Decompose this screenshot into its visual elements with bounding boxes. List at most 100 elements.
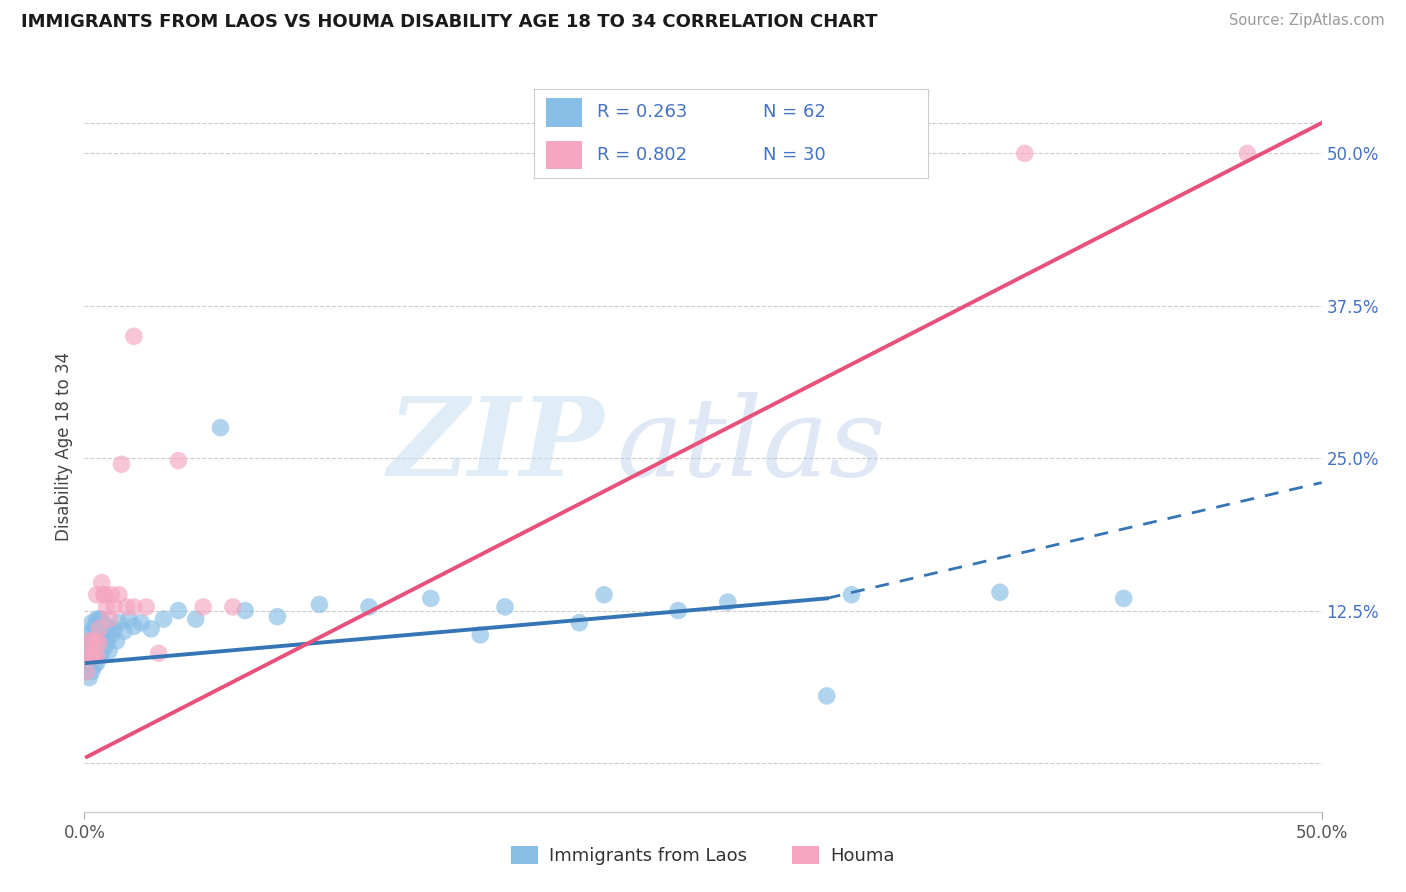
Point <box>167 453 190 467</box>
Point <box>89 648 111 663</box>
FancyBboxPatch shape <box>546 141 582 169</box>
Point <box>83 644 105 658</box>
Point <box>118 612 141 626</box>
Text: R = 0.263: R = 0.263 <box>598 103 688 121</box>
Point <box>222 599 245 614</box>
Point <box>93 588 115 602</box>
Text: Source: ZipAtlas.com: Source: ZipAtlas.com <box>1229 13 1385 29</box>
Point <box>103 622 125 636</box>
FancyBboxPatch shape <box>546 98 582 127</box>
Point <box>266 609 288 624</box>
Point <box>90 646 112 660</box>
Point <box>96 636 118 650</box>
Point <box>105 634 128 648</box>
Point <box>86 646 108 660</box>
Text: IMMIGRANTS FROM LAOS VS HOUMA DISABILITY AGE 18 TO 34 CORRELATION CHART: IMMIGRANTS FROM LAOS VS HOUMA DISABILITY… <box>21 13 877 31</box>
Point <box>122 329 145 343</box>
Point <box>115 599 138 614</box>
Point <box>1236 146 1258 161</box>
Point <box>89 612 111 626</box>
Point <box>108 588 131 602</box>
Point <box>419 591 441 606</box>
Point <box>108 615 131 630</box>
Point <box>122 619 145 633</box>
Text: atlas: atlas <box>616 392 886 500</box>
Point <box>666 604 689 618</box>
Point <box>76 652 98 666</box>
Point <box>76 665 98 679</box>
Point <box>152 612 174 626</box>
Point <box>83 619 105 633</box>
Point <box>593 588 616 602</box>
Legend: Immigrants from Laos, Houma: Immigrants from Laos, Houma <box>503 838 903 872</box>
Point <box>96 619 118 633</box>
Point <box>76 665 98 679</box>
Point <box>308 598 330 612</box>
Point <box>89 622 111 636</box>
Point <box>86 622 108 636</box>
Y-axis label: Disability Age 18 to 34: Disability Age 18 to 34 <box>55 351 73 541</box>
Point <box>83 658 105 673</box>
Point <box>80 634 103 648</box>
Point <box>103 599 125 614</box>
Point <box>98 622 121 636</box>
Point <box>80 615 103 630</box>
Point <box>167 604 190 618</box>
Point <box>717 595 740 609</box>
Point <box>100 588 122 602</box>
Point <box>988 585 1011 599</box>
Point <box>93 624 115 639</box>
Point <box>89 636 111 650</box>
Point <box>141 622 163 636</box>
Point <box>79 628 101 642</box>
Point <box>86 634 108 648</box>
Point <box>815 689 838 703</box>
Point <box>86 588 108 602</box>
Point <box>568 615 591 630</box>
Point <box>122 599 145 614</box>
Point <box>112 624 135 639</box>
Point <box>209 421 232 435</box>
Point <box>1014 146 1036 161</box>
Point <box>79 671 101 685</box>
Point <box>80 624 103 639</box>
Point <box>89 636 111 650</box>
Point <box>89 624 111 639</box>
Point <box>79 648 101 663</box>
Point <box>86 634 108 648</box>
Point <box>110 458 132 472</box>
Point <box>148 646 170 660</box>
Text: N = 30: N = 30 <box>762 146 825 164</box>
Point <box>80 648 103 663</box>
Point <box>129 615 152 630</box>
Point <box>79 644 101 658</box>
Point <box>98 612 121 626</box>
Point <box>90 575 112 590</box>
Point <box>100 628 122 642</box>
Point <box>98 644 121 658</box>
Point <box>80 636 103 650</box>
Point <box>80 665 103 679</box>
Point <box>233 604 256 618</box>
Point <box>86 612 108 626</box>
Point <box>494 599 516 614</box>
Point <box>76 640 98 655</box>
Point <box>135 599 157 614</box>
Point <box>93 588 115 602</box>
Point <box>841 588 863 602</box>
Point <box>90 634 112 648</box>
Text: ZIP: ZIP <box>388 392 605 500</box>
Point <box>93 640 115 655</box>
Point <box>470 628 492 642</box>
Point <box>86 656 108 670</box>
Point <box>83 648 105 663</box>
Point <box>79 634 101 648</box>
Point <box>184 612 207 626</box>
Point <box>96 599 118 614</box>
Text: N = 62: N = 62 <box>762 103 825 121</box>
Point <box>80 648 103 663</box>
Point <box>79 656 101 670</box>
Point <box>357 599 380 614</box>
Point <box>83 632 105 646</box>
Point <box>1112 591 1135 606</box>
